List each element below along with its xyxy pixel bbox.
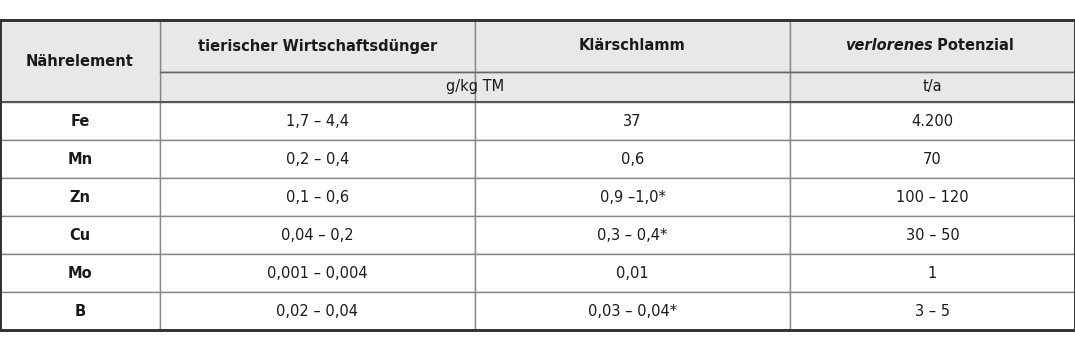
Text: Potenzial: Potenzial [932,38,1015,54]
Bar [160,216,475,254]
Bar [160,102,475,140]
Text: Mo: Mo [68,266,92,280]
Bar [790,216,1075,254]
Bar [475,178,790,216]
Text: 4.200: 4.200 [912,113,954,128]
Text: 30 – 50: 30 – 50 [905,228,959,243]
Text: 70: 70 [923,152,942,167]
Bar [0,292,160,330]
Text: 1,7 – 4,4: 1,7 – 4,4 [286,113,349,128]
Bar [790,178,1075,216]
Bar [160,20,475,72]
Bar [475,20,790,72]
Text: g/kg TM: g/kg TM [446,79,504,94]
Text: Klärschlamm: Klärschlamm [579,38,686,54]
Bar [160,72,475,102]
Bar [160,140,475,178]
Text: 0,9 –1,0*: 0,9 –1,0* [600,189,665,204]
Text: 37: 37 [624,113,642,128]
Bar [160,292,475,330]
Bar [790,20,1075,72]
Bar [160,178,475,216]
Text: 0,1 – 0,6: 0,1 – 0,6 [286,189,349,204]
Text: B: B [74,303,86,318]
Text: 0,01: 0,01 [616,266,649,280]
Bar [475,72,790,102]
Text: 0,6: 0,6 [621,152,644,167]
Text: 0,3 – 0,4*: 0,3 – 0,4* [598,228,668,243]
Text: Nährelement: Nährelement [26,54,134,69]
Text: 3 – 5: 3 – 5 [915,303,950,318]
Text: Zn: Zn [70,189,90,204]
Bar [790,254,1075,292]
Bar [0,20,1075,330]
Text: Mn: Mn [68,152,92,167]
Bar [160,254,475,292]
Text: tierischer Wirtschaftsdünger: tierischer Wirtschaftsdünger [198,38,438,54]
Text: 0,2 – 0,4: 0,2 – 0,4 [286,152,349,167]
Bar [790,72,1075,102]
Bar [0,254,160,292]
Bar [0,102,160,140]
Bar [790,140,1075,178]
Text: 1: 1 [928,266,937,280]
Text: Cu: Cu [70,228,90,243]
Bar [790,102,1075,140]
Bar [0,178,160,216]
Bar [475,254,790,292]
Text: 0,04 – 0,2: 0,04 – 0,2 [282,228,354,243]
Bar [0,216,160,254]
Bar [475,102,790,140]
Bar [790,292,1075,330]
Text: 100 – 120: 100 – 120 [897,189,969,204]
Bar [475,140,790,178]
Bar [475,292,790,330]
Text: 0,02 – 0,04: 0,02 – 0,04 [276,303,358,318]
Text: Fe: Fe [70,113,89,128]
Bar [0,140,160,178]
Bar [0,20,1075,330]
Text: 0,001 – 0,004: 0,001 – 0,004 [268,266,368,280]
Bar [475,216,790,254]
Text: 0,03 – 0,04*: 0,03 – 0,04* [588,303,677,318]
Text: verlorenes: verlorenes [845,38,932,54]
Bar [0,20,160,102]
Text: t/a: t/a [922,79,943,94]
